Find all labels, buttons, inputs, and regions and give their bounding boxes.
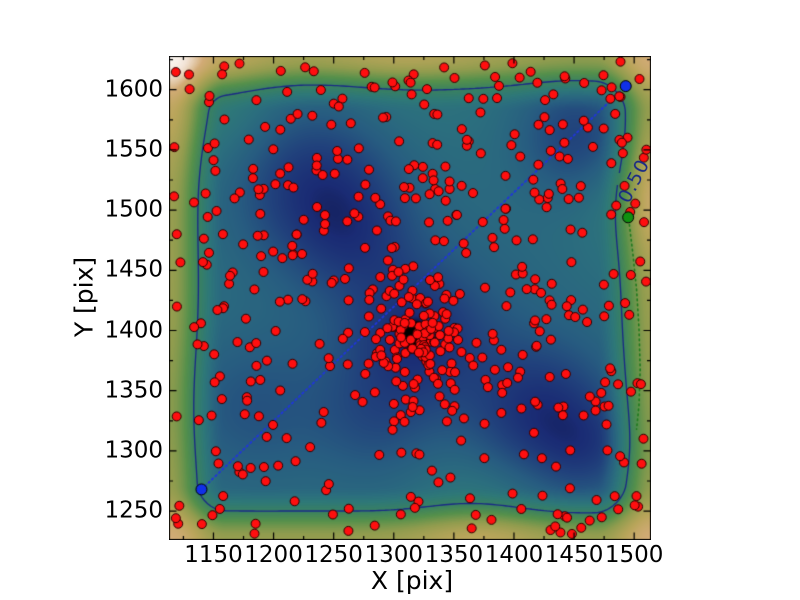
x-tick-label-1250: 1250 — [304, 542, 363, 568]
y-tick-label-1400: 1400 — [104, 317, 163, 343]
x-tick-label-1450: 1450 — [544, 542, 604, 568]
density-map-canvas — [169, 56, 651, 540]
y-tick-label-1450: 1450 — [104, 256, 163, 283]
y-tick-label-1600: 1600 — [104, 76, 163, 103]
y-axis-label: Y [pix] — [69, 256, 99, 338]
y-tick-label-1500: 1500 — [104, 196, 163, 223]
y-tick-label-1550: 1550 — [104, 136, 163, 163]
x-tick-label-1350: 1350 — [424, 542, 484, 568]
x-tick-label-1500: 1500 — [604, 542, 664, 568]
x-tick-label-1400: 1400 — [484, 542, 544, 568]
x-axis-label: X [pix] — [370, 566, 454, 595]
y-tick-label-1250: 1250 — [104, 497, 163, 524]
y-tick-label-1300: 1300 — [104, 437, 163, 464]
x-tick-label-1300: 1300 — [364, 542, 424, 568]
x-tick-label-1150: 1150 — [184, 542, 243, 568]
y-tick-label-1350: 1350 — [104, 377, 163, 404]
x-tick-label-1200: 1200 — [244, 542, 303, 568]
